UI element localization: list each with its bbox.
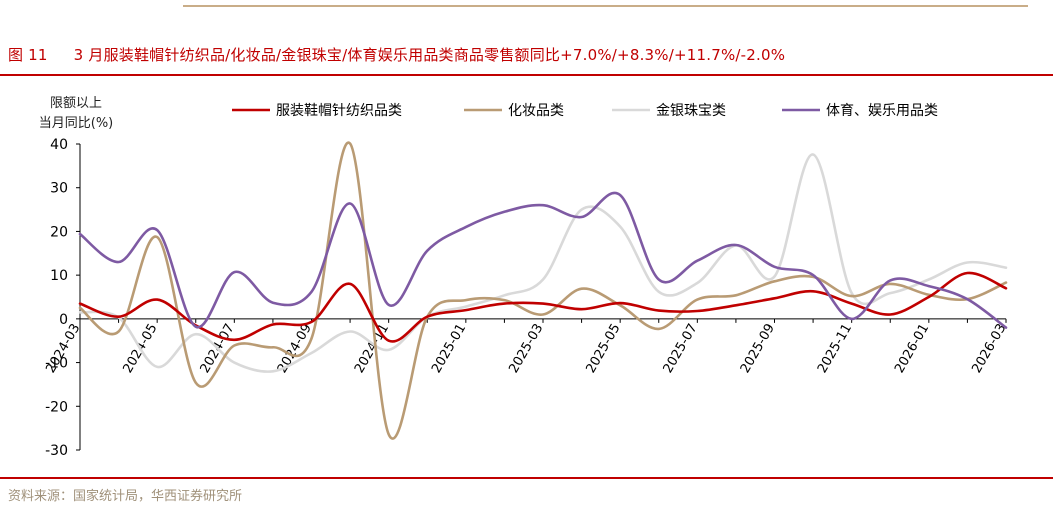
x-tick-label: 2025-01	[429, 321, 469, 376]
top-decorative-rule	[183, 5, 1028, 7]
y-tick-label: -30	[45, 443, 68, 459]
legend-label: 服装鞋帽针纺织品类	[276, 103, 402, 119]
source-note: 资料来源：国家统计局，华西证券研究所	[8, 489, 243, 504]
source-divider	[0, 477, 1053, 479]
y-axis-label: 限额以上 当月同比(%)	[16, 94, 136, 134]
x-tick-label: 2025-05	[583, 321, 623, 376]
series-line-3	[78, 191, 1008, 329]
series-line-2	[78, 153, 1008, 373]
legend-label: 体育、娱乐用品类	[826, 103, 938, 119]
y-tick-label: 20	[50, 224, 68, 240]
y-tick-label: -10	[45, 356, 68, 372]
y-tick-label: -20	[45, 399, 68, 415]
x-tick-label: 2025-09	[738, 321, 778, 376]
legend-label: 化妆品类	[508, 103, 564, 119]
x-tick-label: 2025-07	[661, 321, 701, 376]
y-tick-label: 10	[50, 268, 68, 284]
figure-number: 图 11	[8, 46, 48, 64]
series-line-1	[78, 141, 1008, 440]
x-tick-label: 2025-03	[506, 321, 546, 376]
x-tick-label: 2026-01	[892, 321, 932, 376]
figure-title: 图 11 3 月服装鞋帽针纺织品/化妆品/金银珠宝/体育娱乐用品类商品零售额同比+…	[8, 44, 785, 65]
y-tick-label: 30	[50, 181, 68, 197]
figure-title-text: 3 月服装鞋帽针纺织品/化妆品/金银珠宝/体育娱乐用品类商品零售额同比+7.0%…	[73, 46, 786, 64]
series-line-0	[78, 271, 1008, 343]
y-axis-label-line-2: 当月同比(%)	[38, 116, 114, 131]
x-tick-label: 2026-03	[969, 321, 1009, 376]
y-tick-label: 40	[50, 137, 68, 153]
y-axis-label-line-1: 限额以上	[49, 96, 102, 111]
y-tick-label: 0	[59, 312, 68, 328]
x-tick-label: 2024-11	[352, 321, 392, 376]
title-divider	[0, 74, 1053, 76]
x-tick-label: 2025-11	[815, 321, 855, 376]
legend-label: 金银珠宝类	[656, 103, 726, 119]
